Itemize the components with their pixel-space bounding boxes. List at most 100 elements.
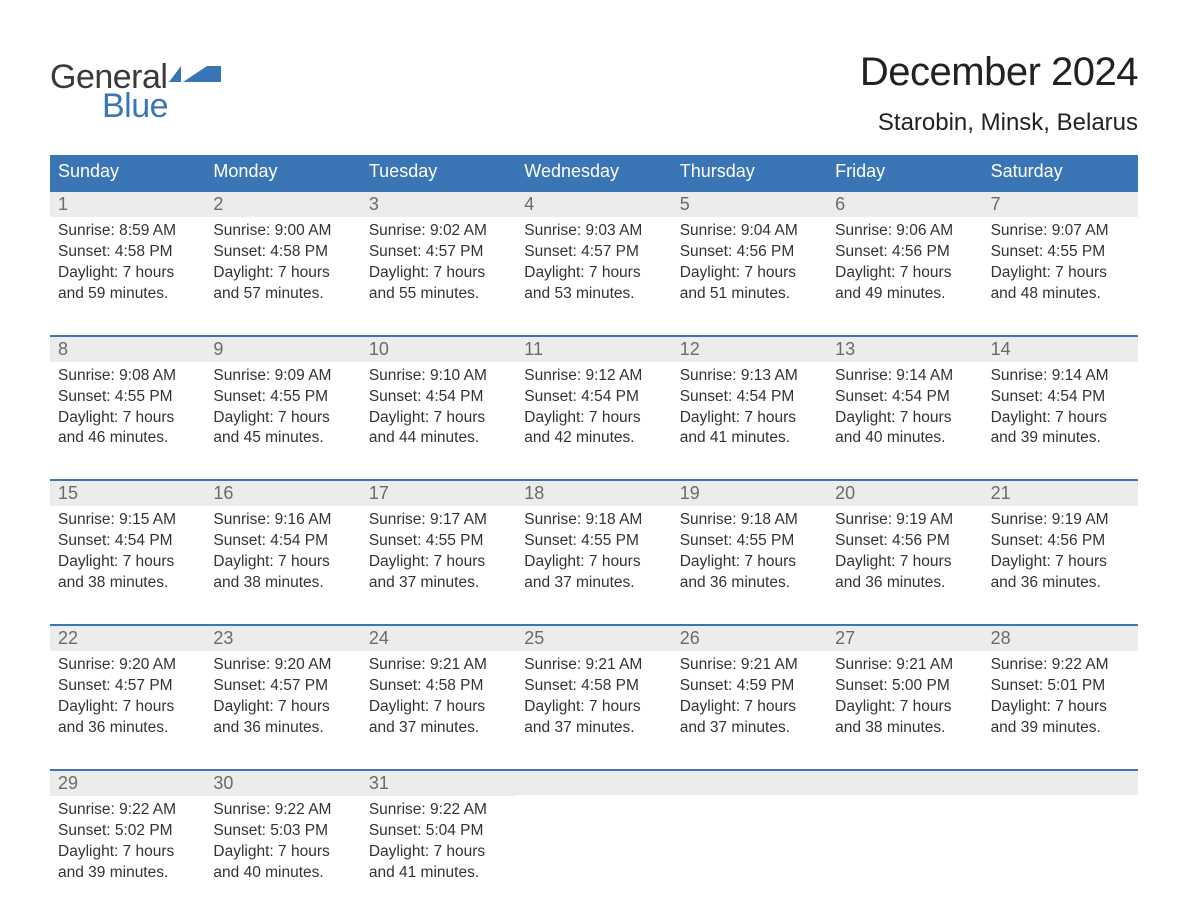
daylight-line1: Daylight: 7 hours	[835, 552, 974, 573]
day-number: 27	[835, 628, 855, 648]
sunset-line: Sunset: 4:58 PM	[58, 242, 197, 263]
daynum-row: 23	[205, 626, 360, 651]
dayhead-saturday: Saturday	[983, 155, 1138, 190]
dayhead-tuesday: Tuesday	[361, 155, 516, 190]
empty-daynum-row	[516, 771, 671, 795]
daylight-line2: and 46 minutes.	[58, 428, 197, 449]
sunset-line: Sunset: 4:54 PM	[835, 387, 974, 408]
day-cell: 7Sunrise: 9:07 AMSunset: 4:55 PMDaylight…	[983, 192, 1138, 311]
daylight-line1: Daylight: 7 hours	[680, 697, 819, 718]
daylight-line1: Daylight: 7 hours	[58, 552, 197, 573]
day-number: 30	[213, 773, 233, 793]
daynum-row: 31	[361, 771, 516, 796]
daylight-line2: and 39 minutes.	[58, 863, 197, 884]
daynum-row: 6	[827, 192, 982, 217]
daylight-line2: and 36 minutes.	[991, 573, 1130, 594]
sunrise-line: Sunrise: 9:20 AM	[213, 655, 352, 676]
day-cell: 29Sunrise: 9:22 AMSunset: 5:02 PMDayligh…	[50, 771, 205, 890]
logo-text-blue: Blue	[102, 87, 168, 126]
day-number: 13	[835, 339, 855, 359]
daylight-line1: Daylight: 7 hours	[835, 697, 974, 718]
day-number: 2	[213, 194, 223, 214]
daylight-line2: and 36 minutes.	[835, 573, 974, 594]
daylight-line2: and 49 minutes.	[835, 284, 974, 305]
day-number: 4	[524, 194, 534, 214]
daynum-row: 9	[205, 337, 360, 362]
daylight-line1: Daylight: 7 hours	[991, 263, 1130, 284]
daynum-row: 30	[205, 771, 360, 796]
sunrise-line: Sunrise: 9:00 AM	[213, 221, 352, 242]
daylight-line2: and 39 minutes.	[991, 428, 1130, 449]
daylight-line2: and 37 minutes.	[680, 718, 819, 739]
day-number: 11	[524, 339, 543, 359]
day-number: 21	[991, 483, 1011, 503]
daylight-line2: and 40 minutes.	[213, 863, 352, 884]
daynum-row: 18	[516, 481, 671, 506]
sunset-line: Sunset: 4:58 PM	[213, 242, 352, 263]
daynum-row: 21	[983, 481, 1138, 506]
day-cell: 19Sunrise: 9:18 AMSunset: 4:55 PMDayligh…	[672, 481, 827, 600]
daynum-row: 10	[361, 337, 516, 362]
daylight-line2: and 38 minutes.	[835, 718, 974, 739]
sunrise-line: Sunrise: 9:14 AM	[991, 366, 1130, 387]
day-number: 24	[369, 628, 389, 648]
sunset-line: Sunset: 4:54 PM	[524, 387, 663, 408]
daylight-line1: Daylight: 7 hours	[58, 697, 197, 718]
daynum-row: 1	[50, 192, 205, 217]
day-cell: 6Sunrise: 9:06 AMSunset: 4:56 PMDaylight…	[827, 192, 982, 311]
month-title: December 2024	[860, 50, 1138, 95]
sunset-line: Sunset: 5:00 PM	[835, 676, 974, 697]
location: Starobin, Minsk, Belarus	[860, 109, 1138, 137]
day-number: 5	[680, 194, 690, 214]
daylight-line1: Daylight: 7 hours	[369, 697, 508, 718]
day-cell: 25Sunrise: 9:21 AMSunset: 4:58 PMDayligh…	[516, 626, 671, 745]
daylight-line1: Daylight: 7 hours	[524, 697, 663, 718]
logo: General Blue	[50, 58, 221, 126]
day-number: 16	[213, 483, 233, 503]
daynum-row: 2	[205, 192, 360, 217]
day-number: 14	[991, 339, 1011, 359]
title-block: December 2024 Starobin, Minsk, Belarus	[860, 50, 1138, 137]
daynum-row: 7	[983, 192, 1138, 217]
sunset-line: Sunset: 5:01 PM	[991, 676, 1130, 697]
sunrise-line: Sunrise: 9:17 AM	[369, 510, 508, 531]
daynum-row: 5	[672, 192, 827, 217]
sunset-line: Sunset: 4:54 PM	[991, 387, 1130, 408]
sunrise-line: Sunrise: 9:20 AM	[58, 655, 197, 676]
sunset-line: Sunset: 4:54 PM	[369, 387, 508, 408]
daylight-line2: and 38 minutes.	[213, 573, 352, 594]
sunset-line: Sunset: 4:56 PM	[680, 242, 819, 263]
daynum-row: 16	[205, 481, 360, 506]
daylight-line1: Daylight: 7 hours	[369, 842, 508, 863]
daylight-line1: Daylight: 7 hours	[524, 408, 663, 429]
sunrise-line: Sunrise: 9:14 AM	[835, 366, 974, 387]
daylight-line1: Daylight: 7 hours	[213, 263, 352, 284]
sunrise-line: Sunrise: 9:13 AM	[680, 366, 819, 387]
daylight-line1: Daylight: 7 hours	[991, 552, 1130, 573]
day-number: 12	[680, 339, 700, 359]
sunset-line: Sunset: 5:04 PM	[369, 821, 508, 842]
sunrise-line: Sunrise: 8:59 AM	[58, 221, 197, 242]
daylight-line2: and 37 minutes.	[369, 573, 508, 594]
daylight-line2: and 36 minutes.	[58, 718, 197, 739]
sunset-line: Sunset: 4:55 PM	[213, 387, 352, 408]
sunrise-line: Sunrise: 9:19 AM	[835, 510, 974, 531]
sunset-line: Sunset: 4:58 PM	[524, 676, 663, 697]
daylight-line1: Daylight: 7 hours	[991, 697, 1130, 718]
daylight-line1: Daylight: 7 hours	[680, 408, 819, 429]
sunset-line: Sunset: 4:55 PM	[369, 531, 508, 552]
day-number: 18	[524, 483, 544, 503]
dayhead-sunday: Sunday	[50, 155, 205, 190]
daylight-line1: Daylight: 7 hours	[58, 408, 197, 429]
daylight-line1: Daylight: 7 hours	[835, 408, 974, 429]
daynum-row: 12	[672, 337, 827, 362]
header: General Blue December 2024 Starobin, Min…	[50, 50, 1138, 137]
daynum-row: 24	[361, 626, 516, 651]
sunset-line: Sunset: 4:57 PM	[369, 242, 508, 263]
logo-flag-icon	[169, 62, 221, 93]
daylight-line2: and 41 minutes.	[369, 863, 508, 884]
daynum-row: 20	[827, 481, 982, 506]
dayhead-wednesday: Wednesday	[516, 155, 671, 190]
weeks-container: 1Sunrise: 8:59 AMSunset: 4:58 PMDaylight…	[50, 190, 1138, 889]
daynum-row: 3	[361, 192, 516, 217]
